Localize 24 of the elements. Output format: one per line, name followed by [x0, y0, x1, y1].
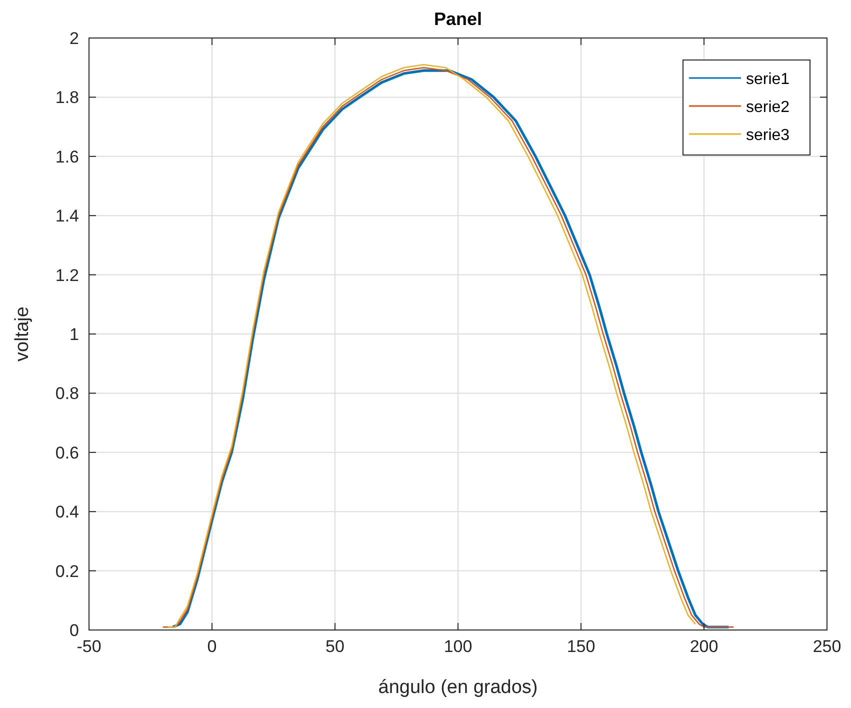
y-tick-label: 0.4: [55, 502, 79, 522]
x-tick-label: 150: [566, 637, 596, 656]
legend-label: serie2: [746, 99, 790, 116]
y-tick-label: 0.2: [55, 562, 79, 581]
y-axis-title: voltaje: [12, 306, 33, 362]
chart-title: Panel: [434, 9, 482, 29]
x-axis-title: ángulo (en grados): [378, 677, 538, 698]
y-tick-label: 2: [70, 29, 79, 48]
legend-label: serie1: [746, 71, 790, 88]
x-tick-label: 250: [812, 637, 842, 656]
x-tick-label: 50: [326, 637, 344, 656]
y-tick-label: 0.8: [55, 384, 79, 404]
y-tick-label: 1.8: [55, 88, 79, 108]
x-tick-label: 0: [207, 637, 217, 656]
y-tick-label: 1: [70, 325, 79, 344]
y-tick-label: 1.4: [55, 206, 79, 226]
y-tick-label: 1.6: [55, 147, 79, 166]
x-tick-label: 200: [690, 637, 718, 656]
legend-label: serie3: [746, 127, 790, 144]
y-tick-label: 0: [70, 621, 79, 640]
x-tick-label: -50: [76, 637, 102, 656]
y-tick-label: 1.2: [55, 266, 79, 285]
x-tick-label: 100: [444, 637, 472, 656]
y-tick-label: 0.6: [55, 443, 79, 462]
